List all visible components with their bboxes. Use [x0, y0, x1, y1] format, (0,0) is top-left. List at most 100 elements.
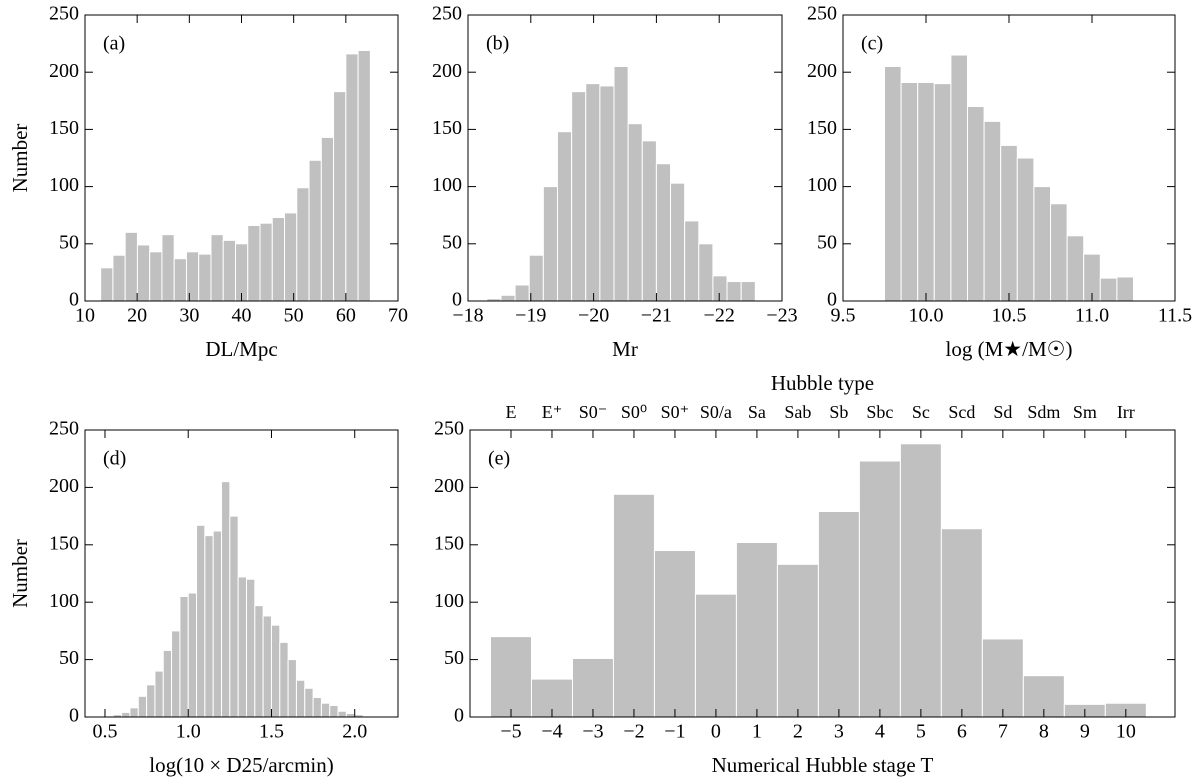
- bar: [136, 244, 151, 302]
- y-tick-label: 50: [444, 647, 464, 669]
- y-tick-label: 50: [59, 647, 79, 669]
- x2-tick-label: Sdm: [1027, 402, 1060, 422]
- bar: [585, 83, 601, 302]
- x2-tick-label: Sa: [748, 402, 766, 422]
- x-axis-label: Numerical Hubble stage T: [712, 753, 934, 777]
- bar: [599, 85, 615, 302]
- bar: [185, 251, 200, 302]
- bar: [259, 222, 273, 302]
- bar: [817, 511, 860, 718]
- axes-frame: [84, 429, 399, 718]
- y-tick-label: 200: [434, 475, 464, 497]
- x-tick-label: 3: [834, 721, 844, 743]
- x-tick-label: 0: [711, 721, 721, 743]
- bar: [694, 593, 737, 718]
- panel-label: (c): [861, 33, 883, 55]
- x-tick-label: 60: [336, 305, 356, 327]
- x-axis-label: Mr: [612, 337, 638, 361]
- y-tick-label: 0: [454, 705, 464, 727]
- bar: [489, 636, 532, 718]
- x-tick-label: 6: [957, 721, 967, 743]
- x2-tick-label: S0⁺: [661, 402, 690, 422]
- x-tick-label: 11.0: [1075, 305, 1109, 327]
- y-tick-label: 100: [434, 590, 464, 612]
- x-tick-label: −18: [452, 305, 483, 327]
- bar: [900, 81, 919, 302]
- axes-frame: [467, 14, 783, 302]
- bar: [204, 535, 214, 718]
- bar: [229, 515, 239, 718]
- y-tick-label: 200: [49, 60, 79, 82]
- y-tick-label: 150: [49, 532, 79, 554]
- x-tick-label: 10: [1116, 721, 1136, 743]
- bar: [162, 649, 173, 718]
- x2-tick-label: Irr: [1117, 402, 1135, 422]
- x-tick-label: −3: [582, 721, 603, 743]
- bar: [542, 186, 558, 302]
- bar: [329, 705, 339, 718]
- bar: [187, 592, 198, 718]
- bar: [528, 254, 544, 302]
- x-tick-label: 8: [1039, 721, 1049, 743]
- bar: [284, 212, 298, 302]
- x-tick-label: 2.0: [342, 721, 367, 743]
- bar: [933, 83, 952, 302]
- bar: [308, 159, 322, 302]
- x-tick-label: 0.5: [92, 721, 117, 743]
- x-tick-label: 1.0: [176, 721, 201, 743]
- panel-label: (d): [103, 448, 126, 470]
- y-tick-label: 100: [49, 174, 79, 196]
- x-tick-label: −19: [515, 305, 546, 327]
- y-axis-label: Number: [8, 539, 32, 608]
- bar: [1016, 157, 1035, 302]
- bar: [137, 695, 148, 718]
- bar: [345, 713, 356, 718]
- x-tick-label: 40: [232, 305, 252, 327]
- bar: [245, 578, 256, 718]
- axes-frame: [469, 429, 1176, 718]
- bar: [337, 710, 347, 718]
- bar: [198, 253, 212, 302]
- x-axis-label: DL/Mpc: [205, 337, 277, 361]
- x-tick-label: 9.5: [831, 305, 856, 327]
- bar: [287, 659, 297, 718]
- bar: [112, 254, 126, 302]
- x-tick-label: 1.5: [259, 721, 284, 743]
- x-tick-label: −2: [623, 721, 644, 743]
- x-tick-label: 4: [875, 721, 885, 743]
- x2-axis-label: Hubble type: [771, 371, 874, 395]
- y-tick-label: 250: [49, 3, 79, 25]
- bar: [612, 493, 655, 718]
- bar: [967, 106, 985, 302]
- bar: [129, 707, 139, 718]
- x2-tick-label: E: [505, 402, 516, 422]
- bar: [121, 711, 131, 718]
- bar: [670, 182, 686, 302]
- x-tick-label: 20: [127, 305, 147, 327]
- x2-tick-label: S0⁻: [579, 402, 608, 422]
- x-tick-label: 50: [284, 305, 304, 327]
- bar: [312, 696, 322, 718]
- bar: [262, 615, 272, 718]
- x-tick-label: 1: [752, 721, 762, 743]
- x-tick-label: −23: [766, 305, 797, 327]
- bar: [981, 638, 1024, 718]
- bar: [917, 81, 935, 302]
- bar: [983, 120, 1002, 302]
- y-tick-label: 50: [442, 231, 462, 253]
- bar: [124, 231, 138, 302]
- bar: [1066, 235, 1085, 302]
- x-tick-label: 7: [998, 721, 1008, 743]
- bar: [221, 481, 231, 718]
- y-tick-label: 50: [59, 231, 79, 253]
- bar: [950, 54, 969, 302]
- y-tick-label: 200: [432, 60, 462, 82]
- bar: [154, 670, 164, 718]
- bar: [295, 679, 306, 718]
- bar: [655, 163, 672, 302]
- y-tick-label: 200: [807, 60, 837, 82]
- bar: [1033, 186, 1052, 302]
- x-tick-label: −20: [578, 305, 609, 327]
- y-tick-label: 250: [432, 3, 462, 25]
